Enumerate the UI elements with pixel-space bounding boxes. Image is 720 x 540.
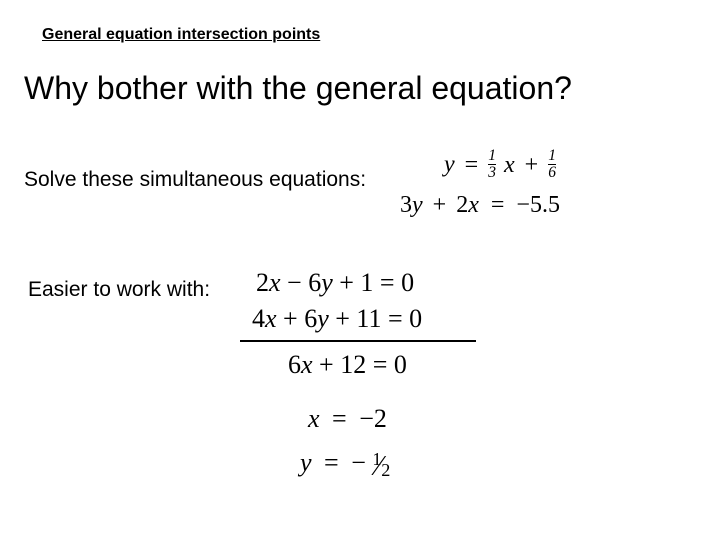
fraction-num: 1 bbox=[548, 148, 556, 164]
plus-sign: + bbox=[433, 192, 447, 218]
value-x: −2 bbox=[359, 404, 387, 433]
addition-rule bbox=[240, 340, 476, 342]
equals-sign: = bbox=[491, 192, 505, 218]
equals-sign: = bbox=[332, 404, 347, 433]
equation-original-1: y = 1 3 x + 1 6 bbox=[444, 150, 556, 182]
term-2x-coef: 2 bbox=[456, 192, 468, 218]
section-heading-text: General equation intersection points bbox=[42, 26, 320, 43]
equation-general-1: 2x − 6y + 1 = 0 bbox=[256, 268, 414, 298]
equation-general-2: 4x + 6y + 11 = 0 bbox=[252, 304, 422, 334]
eq-text: 6 bbox=[288, 350, 301, 379]
var-y: y bbox=[444, 152, 455, 178]
prompt-easier: Easier to work with: bbox=[28, 278, 210, 302]
fraction-den: 3 bbox=[488, 164, 496, 181]
rhs-value: −5.5 bbox=[516, 192, 560, 218]
fraction-den: 6 bbox=[548, 164, 556, 181]
fraction-one-half: 1 ⁄ 2 bbox=[372, 453, 390, 477]
fraction-one-third: 1 3 bbox=[488, 148, 496, 180]
eq-text: 2 bbox=[256, 268, 269, 297]
equation-sum: 6x + 12 = 0 bbox=[288, 350, 407, 380]
prompt-easier-text: Easier to work with: bbox=[28, 278, 210, 301]
prompt-solve: Solve these simultaneous equations: bbox=[24, 168, 366, 192]
eq-text: 4 bbox=[252, 304, 265, 333]
term-3y-var: y bbox=[412, 192, 423, 218]
prompt-solve-text: Solve these simultaneous equations: bbox=[24, 168, 366, 191]
section-heading: General equation intersection points bbox=[42, 26, 320, 44]
plus-sign: + bbox=[525, 152, 539, 178]
equals-sign: = bbox=[324, 448, 339, 477]
fraction-num: 1 bbox=[488, 148, 496, 164]
term-3y-coef: 3 bbox=[400, 192, 412, 218]
equation-original-2: 3y + 2x = −5.5 bbox=[400, 192, 560, 219]
term-2x-var: x bbox=[468, 192, 479, 218]
var-y: y bbox=[300, 448, 312, 477]
slide-title-text: Why bother with the general equation? bbox=[24, 70, 572, 106]
equals-sign: = bbox=[465, 152, 479, 178]
fraction-one-sixth: 1 6 bbox=[548, 148, 556, 180]
solution-y: y = − 1 ⁄ 2 bbox=[300, 448, 390, 478]
slide-title: Why bother with the general equation? bbox=[24, 70, 572, 107]
negative-sign: − bbox=[351, 448, 366, 477]
var-x: x bbox=[308, 404, 320, 433]
fraction-den: 2 bbox=[381, 460, 390, 481]
solution-x: x = −2 bbox=[308, 404, 387, 434]
var-x: x bbox=[504, 152, 515, 178]
